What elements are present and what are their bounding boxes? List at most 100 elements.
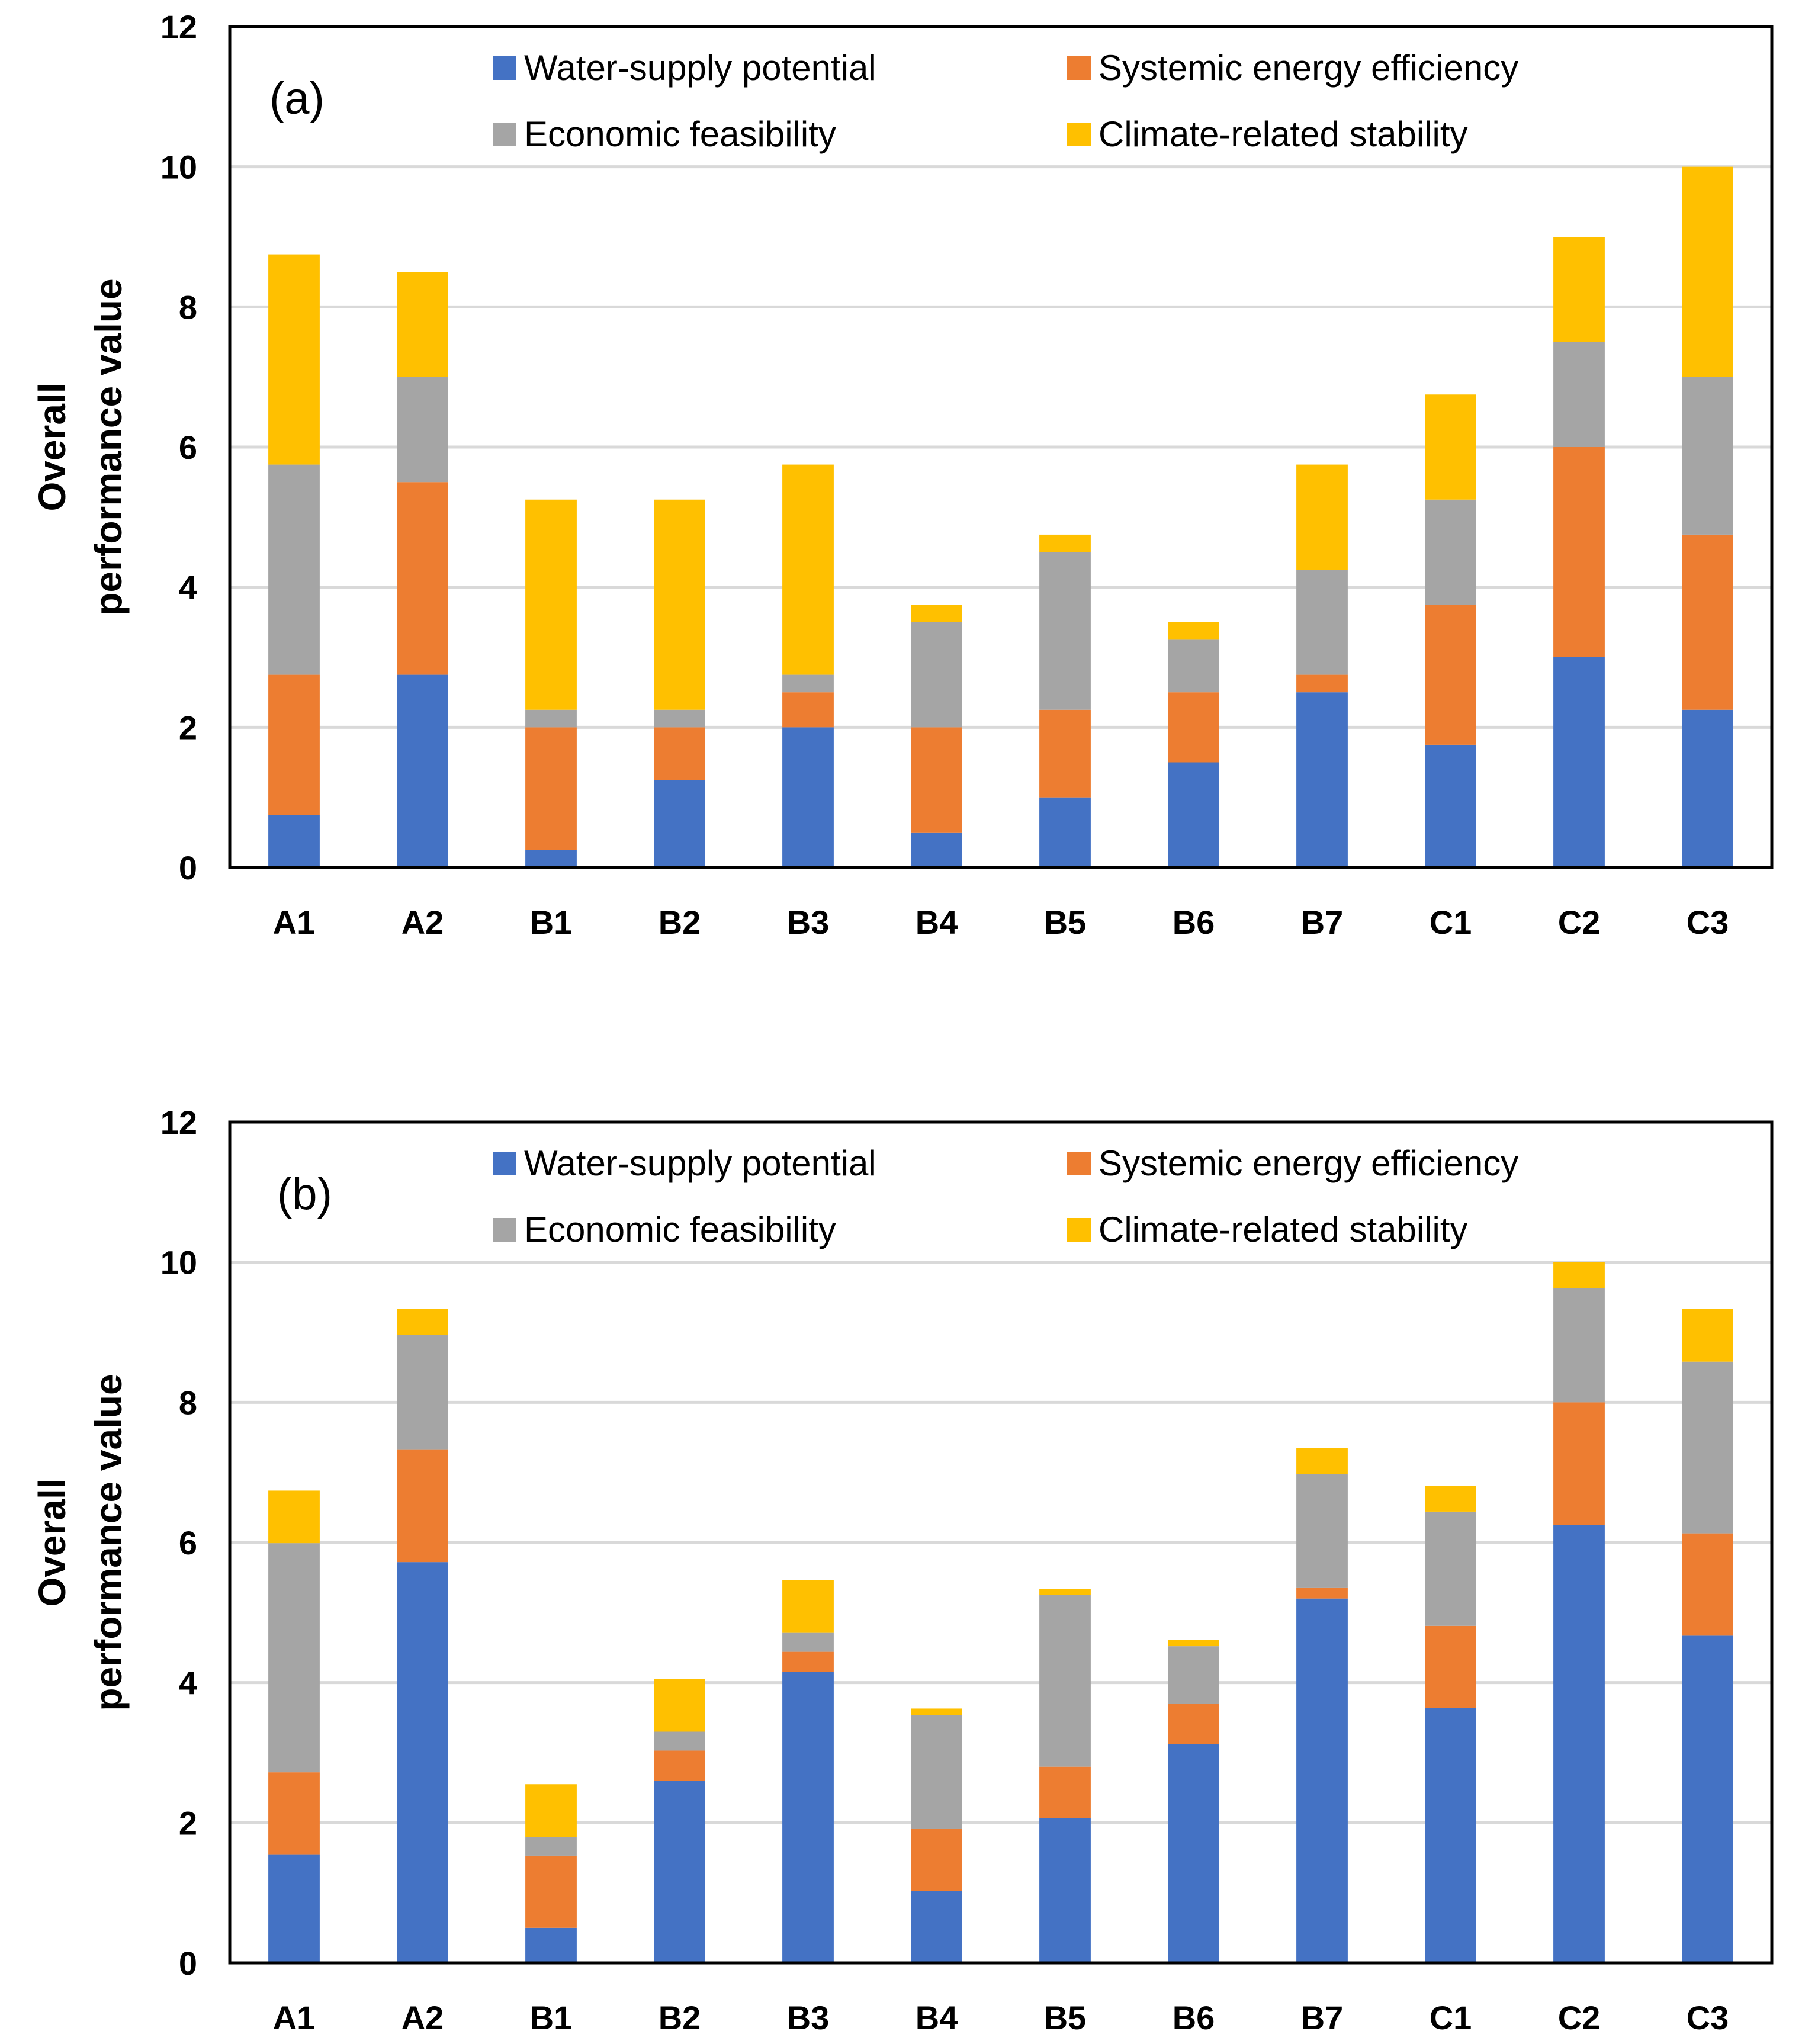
bar-water-supply-c2: [1553, 1525, 1605, 1963]
bar-climate-stability-b6: [1168, 622, 1219, 640]
plot-frame: [228, 1120, 1774, 1965]
bar-energy-efficiency-a1: [268, 1772, 320, 1855]
bar-water-supply-a1: [268, 1854, 320, 1963]
y-tick-labels: 0 2 4 6 8 10 12: [160, 1104, 197, 1982]
bar-energy-efficiency-c1: [1425, 605, 1476, 745]
bar-economic-feasibility-b6: [1168, 1646, 1219, 1704]
legend-label-climate: Climate-related stability: [1098, 114, 1468, 154]
legend-label-energy: Systemic energy efficiency: [1098, 1143, 1518, 1183]
bars: [268, 1262, 1733, 1963]
bar-water-supply-b6: [1168, 1744, 1219, 1963]
bar-water-supply-b7: [1296, 1598, 1348, 1963]
y-tick-label: 6: [179, 1524, 197, 1561]
legend-swatch-climate: [1067, 123, 1091, 146]
bar-energy-efficiency-b5: [1039, 709, 1091, 798]
x-tick-label-b4: B4: [916, 904, 958, 941]
bar-economic-feasibility-b6: [1168, 639, 1219, 693]
x-tick-label-b4: B4: [916, 1999, 958, 2036]
x-tick-label-a1: A1: [273, 904, 316, 941]
y-tick-label: 4: [179, 1664, 197, 1702]
bar-climate-stability-c1: [1425, 394, 1476, 500]
bar-water-supply-c1: [1425, 1708, 1476, 1963]
y-tick-label: 10: [160, 1244, 197, 1281]
bar-climate-stability-b5: [1039, 1589, 1091, 1595]
y-tick-label: 2: [179, 1804, 197, 1841]
legend-swatch-energy: [1067, 56, 1091, 80]
chart-panel-a: 0 2 4 6 8 10 12 A1 A2 B1 B2 B3 B4 B5 B6 B7 C1 C2 C3 Overa…: [31, 8, 1774, 941]
x-tick-label-b1: B1: [530, 904, 573, 941]
bar-economic-feasibility-a2: [397, 1335, 448, 1450]
legend-swatch-economic: [493, 123, 516, 146]
x-tick-label-a1: A1: [273, 1999, 316, 2036]
bar-water-supply-b4: [911, 1891, 962, 1963]
bar-economic-feasibility-b5: [1039, 1595, 1091, 1767]
bar-climate-stability-a1: [268, 254, 320, 465]
x-tick-label-b2: B2: [659, 904, 701, 941]
y-tick-label: 8: [179, 1384, 197, 1421]
bar-energy-efficiency-b7: [1296, 674, 1348, 693]
bar-climate-stability-c3: [1682, 166, 1733, 377]
bar-energy-efficiency-c3: [1682, 1533, 1733, 1636]
bar-economic-feasibility-c2: [1553, 1288, 1605, 1403]
bar-energy-efficiency-a2: [397, 482, 448, 675]
bar-climate-stability-b7: [1296, 464, 1348, 570]
legend-label-water: Water-supply potential: [524, 1143, 876, 1183]
bar-economic-feasibility-c1: [1425, 499, 1476, 605]
bar-energy-efficiency-b1: [525, 1855, 577, 1928]
x-tick-label-a2: A2: [401, 1999, 444, 2036]
legend-swatch-water: [493, 56, 516, 80]
bar-climate-stability-b1: [525, 499, 577, 710]
x-tick-label-b7: B7: [1301, 904, 1344, 941]
y-tick-labels: 0 2 4 6 8 10 12: [160, 8, 197, 886]
y-axis-label-line2: performance value: [87, 278, 130, 615]
bar-economic-feasibility-b1: [525, 709, 577, 728]
bar-water-supply-c3: [1682, 709, 1733, 867]
bar-water-supply-b3: [782, 727, 834, 867]
bar-water-supply-b2: [654, 780, 705, 867]
legend-swatch-energy: [1067, 1152, 1091, 1175]
bar-energy-efficiency-b6: [1168, 1704, 1219, 1744]
legend-label-water: Water-supply potential: [524, 48, 876, 88]
panel-label-b: (b): [277, 1169, 332, 1219]
y-axis-label-line2: performance value: [87, 1374, 130, 1711]
legend-swatch-climate: [1067, 1218, 1091, 1242]
y-tick-label: 2: [179, 709, 197, 746]
bar-climate-stability-b2: [654, 499, 705, 710]
legend-label-climate: Climate-related stability: [1098, 1210, 1468, 1249]
bar-economic-feasibility-c3: [1682, 377, 1733, 535]
bar-economic-feasibility-c2: [1553, 342, 1605, 447]
bar-economic-feasibility-b3: [782, 674, 834, 693]
bar-climate-stability-a2: [397, 272, 448, 377]
x-tick-label-b3: B3: [787, 904, 830, 941]
bar-climate-stability-b6: [1168, 1640, 1219, 1647]
bar-climate-stability-c2: [1553, 237, 1605, 342]
legend: Water-supply potential Systemic energy e…: [493, 48, 1518, 154]
bar-climate-stability-b7: [1296, 1448, 1348, 1474]
y-tick-label: 12: [160, 8, 197, 46]
bar-climate-stability-b3: [782, 1580, 834, 1633]
legend-label-economic: Economic feasibility: [524, 114, 836, 154]
x-tick-label-c3: C3: [1687, 904, 1729, 941]
bar-economic-feasibility-b2: [654, 709, 705, 728]
x-tick-label-b7: B7: [1301, 1999, 1344, 2036]
bar-water-supply-c2: [1553, 657, 1605, 867]
legend-swatch-water: [493, 1152, 516, 1175]
bar-economic-feasibility-b1: [525, 1837, 577, 1856]
bar-water-supply-a2: [397, 1562, 448, 1963]
legend-label-economic: Economic feasibility: [524, 1210, 836, 1249]
y-tick-label: 8: [179, 288, 197, 326]
bar-climate-stability-b2: [654, 1679, 705, 1732]
bar-water-supply-b5: [1039, 797, 1091, 867]
bars: [268, 166, 1733, 867]
bar-energy-efficiency-c2: [1553, 447, 1605, 657]
bar-water-supply-a1: [268, 815, 320, 867]
bar-energy-efficiency-a1: [268, 674, 320, 815]
bar-energy-efficiency-b2: [654, 1750, 705, 1781]
bar-economic-feasibility-b3: [782, 1632, 834, 1652]
y-tick-label: 10: [160, 149, 197, 186]
y-tick-label: 6: [179, 429, 197, 466]
bar-climate-stability-b1: [525, 1784, 577, 1837]
y-tick-label: 4: [179, 569, 197, 606]
bar-climate-stability-a2: [397, 1309, 448, 1335]
